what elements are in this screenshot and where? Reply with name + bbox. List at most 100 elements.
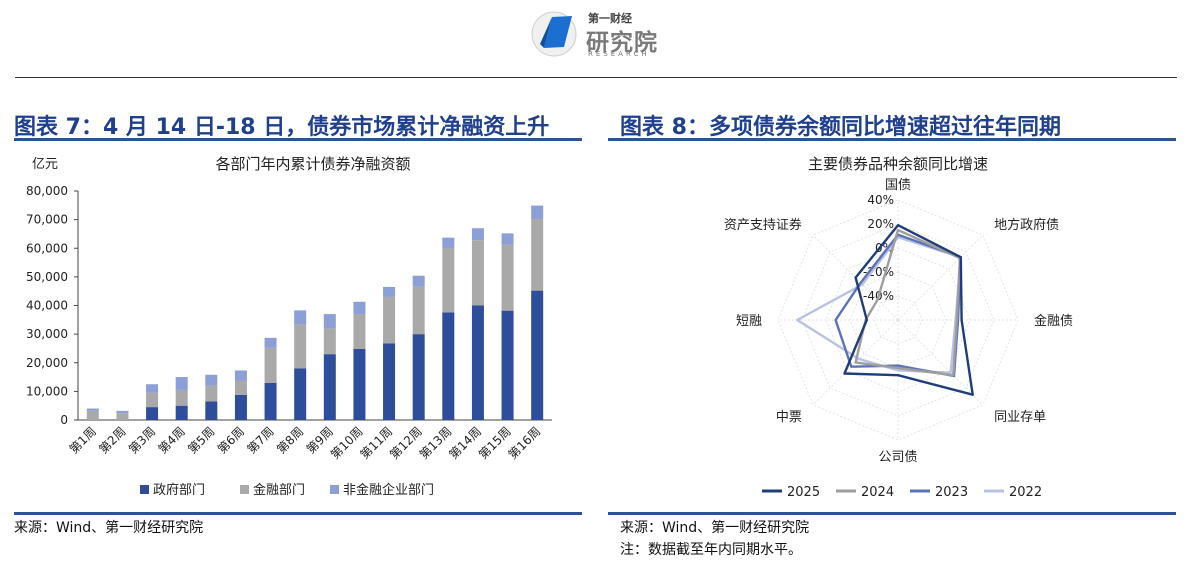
bar-segment	[353, 349, 366, 420]
radar-axis-label: 国债	[885, 178, 911, 193]
y-tick-label: 10,000	[26, 384, 68, 398]
legend-label: 政府部门	[153, 483, 205, 498]
bar-segment	[323, 328, 336, 355]
left-figure-title: 图表 7：4 月 14 日-18 日，债券市场累计净融资上升	[14, 115, 550, 140]
bar-segment	[175, 405, 188, 420]
x-tick-label: 第4周	[156, 424, 188, 456]
x-tick-label: 第2周	[96, 424, 128, 456]
bar-segment	[116, 413, 129, 420]
bar-segment	[234, 394, 247, 420]
radar-tick-label: 40%	[867, 193, 894, 207]
right-figure-title: 图表 8：多项债券余额同比增速超过往年同期	[620, 115, 1061, 140]
bar-segment	[146, 407, 159, 420]
bar-segment	[116, 410, 129, 414]
logo-name-large: 研究院	[586, 30, 658, 56]
left-source-rule	[14, 512, 582, 515]
bar-segment	[353, 301, 366, 315]
bar-segment	[353, 314, 366, 350]
x-tick-label: 第5周	[185, 424, 217, 456]
bar-segment	[205, 374, 218, 386]
x-tick-label: 第15周	[476, 424, 514, 462]
bar-segment	[175, 389, 188, 406]
y-tick-label: 20,000	[26, 356, 68, 370]
left-source: 来源：Wind、第一财经研究院	[14, 520, 204, 536]
radar-chart: 主要债券品种余额同比增速 -40%-20%0%20%40% 国债地方政府债金融债…	[724, 155, 1073, 500]
y-tick-label: 60,000	[26, 241, 68, 255]
bar-segment	[471, 305, 484, 420]
x-tick-label: 第12周	[387, 424, 425, 462]
x-tick-label: 第16周	[506, 424, 544, 462]
radar-legend-label: 2022	[1009, 485, 1042, 500]
bar-segment	[146, 384, 159, 393]
y-tick-label: 30,000	[26, 327, 68, 341]
bar-segment	[501, 310, 514, 420]
y-tick-label: 80,000	[26, 184, 68, 198]
bar-segment	[442, 237, 455, 248]
x-tick-label: 第10周	[328, 424, 366, 462]
research-logo: 第一财经 研究院 RESEARCH	[530, 4, 670, 62]
bar-segment	[323, 314, 336, 329]
bar-segment	[205, 401, 218, 420]
radar-axis-label: 短融	[736, 314, 762, 329]
radar-series-line	[854, 228, 962, 377]
radar-spoke	[897, 319, 984, 406]
bar-segment	[294, 324, 307, 369]
bar-segment	[234, 380, 247, 395]
legend-swatch	[330, 485, 339, 494]
bar-segment	[531, 205, 544, 220]
legend-swatch	[140, 485, 149, 494]
bar-segment	[146, 392, 159, 408]
radar-axis-label: 金融债	[1034, 313, 1073, 329]
bar-segment	[264, 337, 277, 348]
bar-segment	[531, 290, 544, 420]
right-source: 来源：Wind、第一财经研究院	[620, 520, 810, 536]
bar-chart-title: 各部门年内累计债券净融资额	[215, 155, 410, 173]
bar-segment	[294, 368, 307, 420]
x-tick-label: 第6周	[215, 424, 247, 456]
bar-segment	[234, 370, 247, 381]
radar-axis-label: 中票	[776, 410, 802, 425]
bar-segment	[383, 286, 396, 297]
bar-segment	[412, 275, 425, 287]
bar-segment	[264, 347, 277, 383]
radar-axis-label: 资产支持证券	[724, 217, 802, 233]
bar-segment	[294, 310, 307, 325]
x-tick-label: 第8周	[274, 424, 306, 456]
bar-segment	[412, 334, 425, 420]
bar-segment	[471, 228, 484, 241]
right-source-rule	[608, 512, 1176, 515]
bar-segment	[471, 240, 484, 306]
bar-segment	[264, 382, 277, 420]
radar-axis-label: 同业存单	[994, 410, 1046, 425]
logo-name-small: 第一财经	[588, 12, 632, 25]
bar-chart: 各部门年内累计债券净融资额 亿元 0 10,000 20,000 30,000 40,0…	[26, 155, 552, 498]
x-tick-label: 第1周	[67, 424, 99, 456]
radar-legend-label: 2025	[787, 485, 820, 500]
radar-axis-label: 地方政府债	[994, 217, 1059, 233]
left-title-rule	[14, 138, 582, 141]
radar-axis-label: 公司债	[878, 450, 917, 465]
x-tick-label: 第7周	[244, 424, 276, 456]
bar-segment	[442, 312, 455, 420]
radar-legend-label: 2024	[861, 485, 894, 500]
bar-segment	[205, 385, 218, 402]
radar-legend-label: 2023	[935, 485, 968, 500]
bar-segment	[412, 286, 425, 335]
bar-segment	[175, 377, 188, 390]
bar-segment	[501, 233, 514, 245]
bar-segment	[531, 219, 544, 291]
y-tick-label: 70,000	[26, 213, 68, 227]
radar-grid-ring	[849, 271, 947, 369]
logo-name-en: RESEARCH	[588, 50, 650, 58]
bar-segment	[86, 408, 99, 411]
bar-segment	[86, 410, 99, 420]
right-title-rule	[608, 138, 1176, 141]
radar-grid-ring	[777, 199, 1019, 441]
bar-chart-ylabel: 亿元	[32, 157, 58, 172]
radar-spoke	[897, 234, 984, 321]
bar-segment	[383, 296, 396, 344]
header-divider	[15, 77, 1177, 78]
radar-series-line	[843, 223, 974, 396]
radar-chart-title: 主要债券品种余额同比增速	[808, 155, 988, 173]
bar-segment	[442, 247, 455, 313]
